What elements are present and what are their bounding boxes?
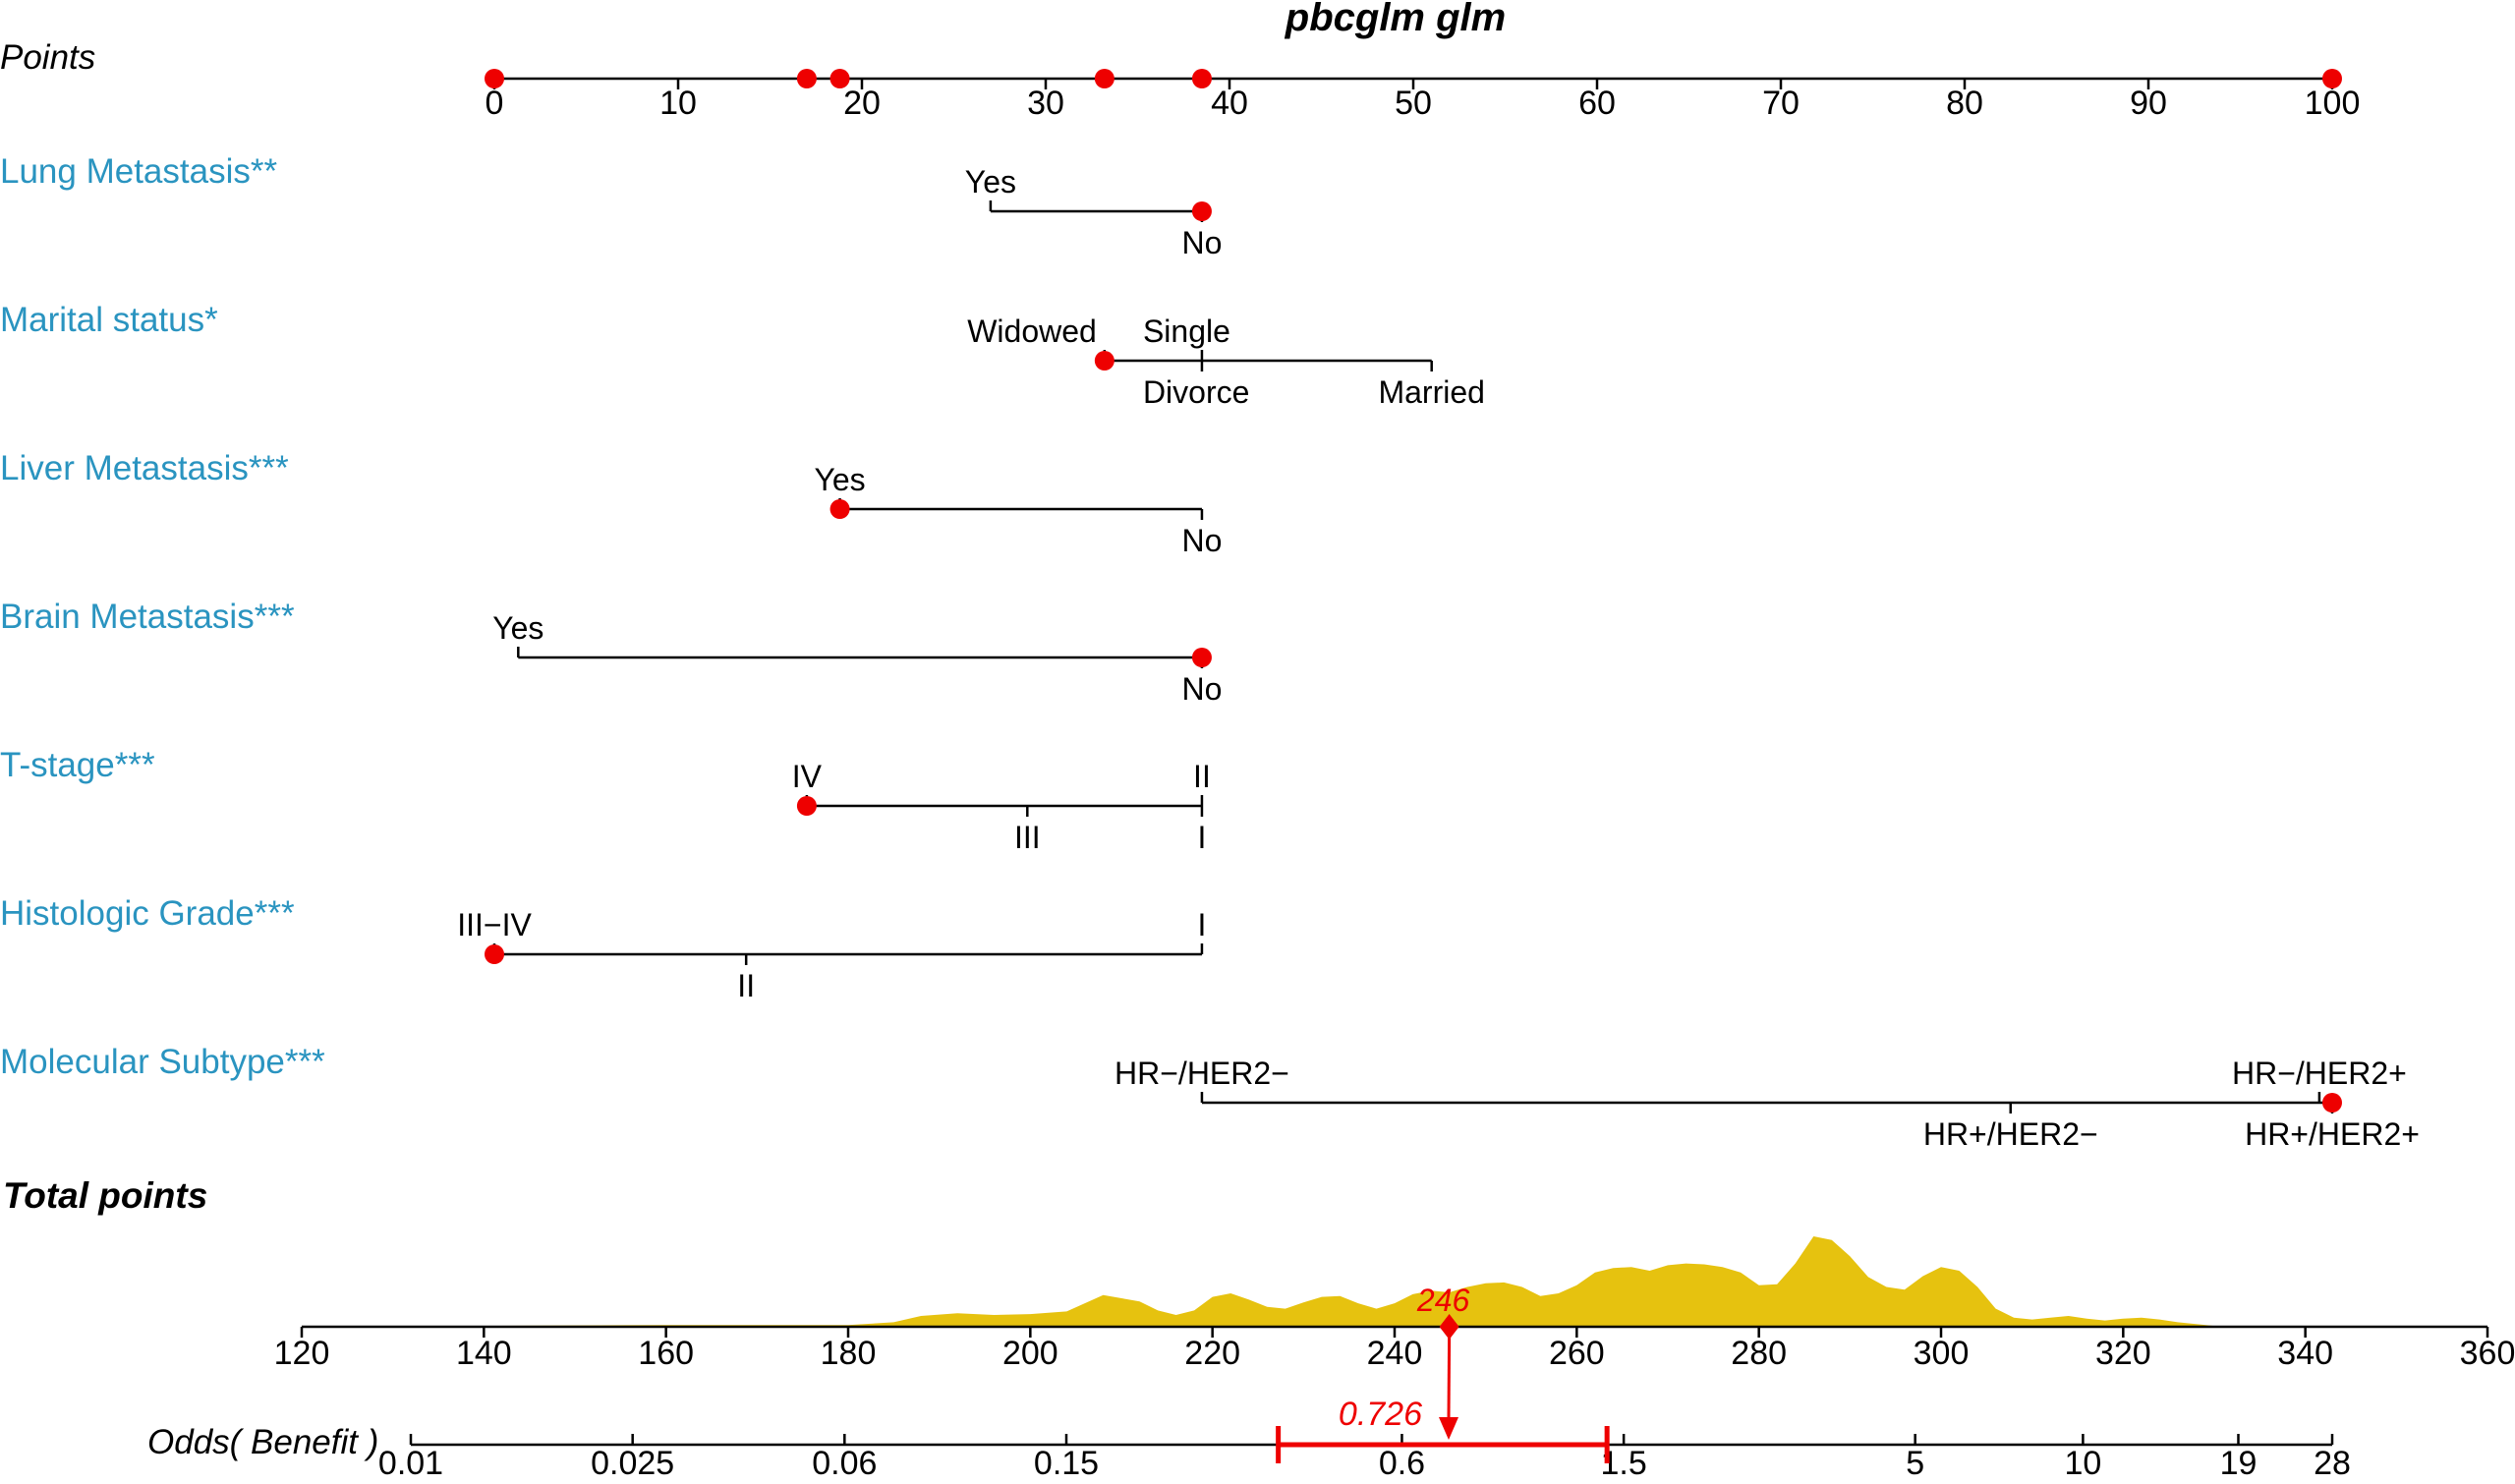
- variable-row: Marital status* Widowed Single Divorce Marri…: [0, 301, 1485, 410]
- points-tick-label: 50: [1395, 85, 1432, 122]
- odds-tick-label: 0.01: [378, 1445, 443, 1482]
- points-tick-label: 80: [1946, 85, 1983, 122]
- variable-label: Marital status*: [0, 301, 218, 339]
- total-tick-label: 280: [1731, 1335, 1787, 1372]
- total-tick-label: 140: [456, 1335, 512, 1372]
- level-label: II: [737, 968, 755, 1003]
- total-tick-label: 220: [1184, 1335, 1240, 1372]
- odds-tick-label: 0.06: [812, 1445, 877, 1482]
- selected-level-point: [2322, 1093, 2342, 1113]
- level-label: I: [1198, 907, 1207, 942]
- points-tick-label: 30: [1027, 85, 1064, 122]
- level-label: HR−/HER2−: [1115, 1056, 1289, 1091]
- points-marker: [2322, 69, 2342, 88]
- selected-level-point: [1191, 648, 1212, 667]
- odds-tick-label: 28: [2314, 1445, 2351, 1482]
- odds-axis: 0.01 0.025 0.06 0.15 0.6 1.5 5 10 19 28: [378, 1434, 2351, 1482]
- odds-tick-label: 0.15: [1034, 1445, 1099, 1482]
- total-tick-label: 340: [2277, 1335, 2333, 1372]
- variable-label: Brain Metastasis***: [0, 598, 295, 636]
- level-label: Yes: [814, 462, 865, 497]
- odds-tick-label: 19: [2220, 1445, 2258, 1482]
- points-marker: [829, 69, 850, 88]
- points-axis-label: Points: [0, 38, 95, 77]
- total-tick-label: 180: [821, 1335, 877, 1372]
- points-marker: [485, 69, 504, 88]
- total-tick-label: 160: [638, 1335, 694, 1372]
- variable-rows: Lung Metastasis** Yes No Marital status* Wid…: [0, 152, 2420, 1152]
- variable-label: Histologic Grade***: [0, 894, 295, 933]
- total-tick-label: 240: [1367, 1335, 1423, 1372]
- variable-row: Molecular Subtype*** HR−/HER2− HR+/HER2− HR…: [0, 1043, 2420, 1152]
- total-points-value: 246: [1416, 1283, 1470, 1318]
- points-tick-label: 90: [2130, 85, 2167, 122]
- total-tick-label: 120: [274, 1335, 330, 1372]
- chart-title: pbcglm glm: [1285, 0, 1506, 39]
- odds-tick-label: 10: [2064, 1445, 2101, 1482]
- points-tick-label: 60: [1578, 85, 1616, 122]
- points-tick-label: 40: [1211, 85, 1248, 122]
- level-label: III: [1014, 820, 1041, 855]
- level-label: Yes: [965, 164, 1016, 200]
- points-tick-label: 10: [659, 85, 697, 122]
- points-tick-label: 70: [1762, 85, 1800, 122]
- points-tick-label: 100: [2305, 85, 2361, 122]
- odds-axis-label: Odds( Benefit ): [147, 1423, 378, 1461]
- level-label: HR+/HER2+: [2245, 1116, 2420, 1152]
- total-tick-label: 200: [1002, 1335, 1058, 1372]
- total-points-axis: 120 140 160 180 200 220 240 260 280 300 320 340 360: [274, 1325, 2515, 1372]
- variable-label: Molecular Subtype***: [0, 1043, 325, 1081]
- level-label: No: [1181, 671, 1222, 707]
- points-marker: [1191, 69, 1212, 88]
- points-tick-label: 20: [843, 85, 881, 122]
- level-label: Married: [1378, 374, 1484, 410]
- selected-level-point: [829, 499, 850, 519]
- level-label: I: [1198, 820, 1207, 855]
- total-points-density: [302, 1236, 2487, 1327]
- odds-tick-label: 0.025: [591, 1445, 674, 1482]
- prediction-arrow-head: [1439, 1417, 1459, 1440]
- total-points-marker: [1439, 1314, 1459, 1340]
- selected-level-point: [1094, 351, 1115, 371]
- odds-tick-label: 0.6: [1379, 1445, 1425, 1482]
- points-marker: [796, 69, 817, 88]
- level-label: IV: [792, 759, 823, 794]
- odds-estimate-value: 0.726: [1339, 1396, 1422, 1433]
- level-label: II: [1193, 759, 1211, 794]
- level-label: Yes: [492, 610, 543, 646]
- prediction-arrow-line: [1447, 1336, 1452, 1420]
- level-label: HR−/HER2+: [2232, 1056, 2407, 1091]
- level-label: No: [1181, 523, 1222, 558]
- selected-level-point: [485, 944, 504, 964]
- variable-label: Lung Metastasis**: [0, 152, 277, 191]
- total-points-label: Total points: [3, 1175, 207, 1216]
- prediction-readout: 246 0.726: [1276, 1283, 1610, 1463]
- total-tick-label: 360: [2460, 1335, 2515, 1372]
- variable-row: Liver Metastasis*** Yes No: [0, 449, 1222, 558]
- variable-label: Liver Metastasis***: [0, 449, 289, 487]
- points-axis: 0 10 20 30 40 50 60 70 80 90 100: [485, 69, 2360, 122]
- level-label: III−IV: [457, 907, 532, 942]
- total-tick-label: 260: [1549, 1335, 1605, 1372]
- total-tick-label: 320: [2095, 1335, 2151, 1372]
- points-marker: [1094, 69, 1115, 88]
- selected-level-point: [796, 796, 817, 816]
- level-label: Divorce: [1143, 374, 1249, 410]
- selected-level-point: [1191, 201, 1212, 221]
- variable-row: Lung Metastasis** Yes No: [0, 152, 1222, 260]
- variable-label: T-stage***: [0, 746, 155, 784]
- variable-row: Brain Metastasis*** Yes No: [0, 598, 1222, 707]
- total-tick-label: 300: [1914, 1335, 1970, 1372]
- level-label: Widowed: [967, 314, 1097, 349]
- odds-tick-label: 5: [1906, 1445, 1924, 1482]
- level-label: HR+/HER2−: [1923, 1116, 2098, 1152]
- level-label: No: [1181, 225, 1222, 260]
- level-label: Single: [1143, 314, 1230, 349]
- points-tick-label: 0: [486, 85, 504, 122]
